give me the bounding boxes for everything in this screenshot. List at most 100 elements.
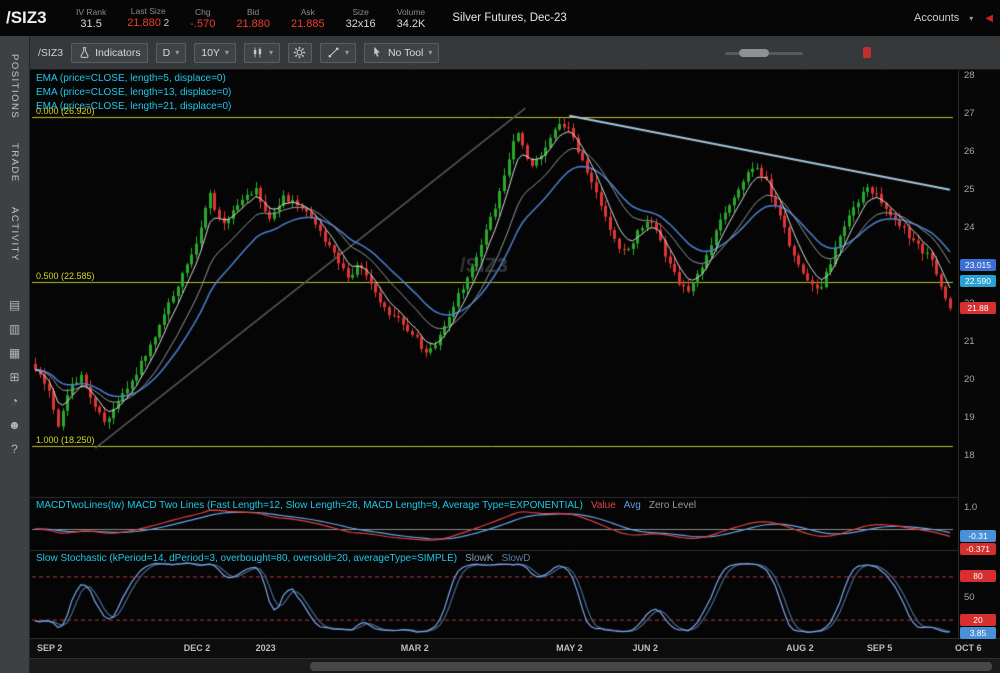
fib-level-label[interactable]: 0.000 (26.920) (36, 105, 95, 116)
quote-field-value: 21.885 (290, 17, 325, 30)
stoch-label[interactable]: Slow Stochastic (kPeriod=14, dPeriod=3, … (36, 553, 530, 564)
apps-grid-icon[interactable]: ⊞ (9, 369, 20, 384)
stoch-bubble: 3.85 (960, 626, 996, 639)
quote-field-chg: Chg -.570 (190, 7, 215, 30)
rail-tab-positions[interactable]: POSITIONS (9, 54, 20, 120)
stoch-tick: 50 (964, 592, 975, 603)
price-tick: 24 (964, 221, 975, 233)
price-tick: 18 (964, 449, 975, 461)
active-tool-dropdown[interactable]: No Tool ▾ (363, 42, 440, 63)
calculator-icon[interactable]: ▦ (8, 345, 21, 360)
horizontal-scrollbar[interactable] (30, 658, 1000, 673)
macd-bubble: -0.31 (960, 529, 996, 542)
active-tool-label: No Tool (387, 46, 424, 59)
last-size-value: 2 (160, 18, 170, 29)
study-label-ema-0[interactable]: EMA (price=CLOSE, length=5, displace=0) (36, 73, 226, 84)
study-label-ema-2[interactable]: EMA (price=CLOSE, length=21, displace=0) (36, 101, 232, 112)
price-tick: 25 (964, 183, 975, 195)
quote-field-value: 21.880 2 (127, 17, 170, 29)
macd-tick: 1.0 (964, 502, 978, 513)
quote-field-iv-rank: IV Rank 31.5 (76, 7, 106, 30)
aggregation-value: D (162, 46, 171, 59)
price-bubble: 22.590 (960, 275, 996, 288)
toolbar-symbol: /SIZ3 (38, 46, 64, 59)
instrument-name: Silver Futures, Dec-23 (452, 12, 567, 24)
macd-bubble: -0.371 (960, 542, 996, 555)
rail-tab-trade[interactable]: TRADE (9, 143, 20, 183)
quote-field-value: 32x16 (345, 17, 376, 30)
notes-icon[interactable]: ▤ (8, 297, 21, 312)
chart-settings-button[interactable] (287, 42, 312, 63)
main-panel: /SIZ3 Indicators D ▾ 10Y ▾ (30, 36, 1000, 673)
drawing-tools-dropdown[interactable]: ▾ (319, 42, 356, 63)
stoch-bubble: 20 (960, 613, 996, 626)
stoch-label-legend-slowd: SlowD (501, 553, 531, 564)
candlestick-icon (253, 47, 262, 58)
range-value: 10Y (201, 46, 220, 59)
time-label-mar-2: MAR 2 (400, 643, 429, 653)
quote-field-volume: Volume 34.2K (397, 7, 426, 30)
time-label-oct-6: OCT 6 (955, 643, 982, 653)
time-label-may-2: MAY 2 (556, 643, 583, 653)
collapse-panel-icon[interactable]: ◀ (985, 12, 993, 24)
quote-field-label: Ask (300, 6, 315, 17)
quote-field-label: Bid (247, 6, 260, 17)
quote-field-size: Size 32x16 (346, 7, 376, 30)
slider-thumb[interactable] (739, 49, 769, 57)
cursor-icon (374, 46, 380, 57)
time-label-dec-2: DEC 2 (183, 643, 211, 653)
price-tick: 28 (964, 69, 975, 81)
accounts-dropdown[interactable]: Accounts ▾ (914, 12, 973, 24)
chevron-down-icon: ▾ (344, 48, 349, 57)
stoch-label-title: Slow Stochastic (kPeriod=14, dPeriod=3, … (36, 553, 458, 564)
stoch-bubble: 80 (960, 570, 996, 583)
quote-field-label: Volume (396, 6, 426, 17)
quote-field-bid: Bid 21.880 (236, 7, 270, 30)
record-indicator-icon (863, 47, 871, 58)
quote-field-label: Size (352, 6, 369, 17)
range-dropdown[interactable]: 10Y ▾ (194, 42, 236, 63)
indicators-label: Indicators (95, 46, 141, 59)
quote-field-value: 34.2K (396, 17, 426, 30)
time-label-jun-2: JUN 2 (632, 643, 659, 653)
indicators-button[interactable]: Indicators (71, 42, 148, 63)
users-icon[interactable]: ☻ (8, 417, 21, 432)
gear-icon (294, 46, 306, 59)
price-tick: 21 (964, 335, 975, 347)
help-icon[interactable]: ? (11, 441, 18, 456)
price-tick: 27 (964, 107, 975, 119)
chevron-down-icon: ▾ (224, 48, 229, 57)
macd-label[interactable]: MACDTwoLines(tw) MACD Two Lines (Fast Le… (36, 500, 696, 511)
quote-field-value: 21.880 (236, 17, 270, 30)
quote-field-ask: Ask 21.885 (291, 7, 325, 30)
chevron-down-icon: ▾ (268, 48, 273, 57)
chevron-down-icon: ▾ (969, 13, 974, 23)
study-label-ema-1[interactable]: EMA (price=CLOSE, length=13, displace=0) (36, 87, 232, 98)
chart-zoom-slider[interactable] (725, 49, 803, 57)
quote-field-label: Last Size (130, 6, 166, 16)
chart-style-dropdown[interactable]: ▾ (243, 42, 280, 63)
price-tick: 19 (964, 411, 975, 423)
quote-field-value: 31.5 (80, 17, 102, 30)
clipboard-icon[interactable]: ▥ (8, 321, 21, 336)
macd-label-legend-avg: Avg (623, 500, 641, 511)
trendline-icon (328, 47, 339, 58)
fib-level-label[interactable]: 1.000 (18.250) (36, 435, 95, 446)
price-chart-canvas[interactable] (30, 70, 958, 638)
price-bubble: 23.015 (960, 259, 996, 272)
chevron-down-icon: ▾ (428, 48, 433, 57)
clock-icon[interactable]: ◔ (10, 393, 19, 408)
chart-toolbar: /SIZ3 Indicators D ▾ 10Y ▾ (30, 36, 1000, 70)
quote-field-label: Chg (194, 6, 211, 17)
rail-tab-activity[interactable]: ACTIVITY (9, 206, 20, 262)
price-bubble: 21.88 (960, 302, 996, 315)
chart-area: 28272625242322212019181.05023.01522.5902… (30, 70, 1000, 658)
header: /SIZ3 IV Rank 31.5 Last Size 21.880 2 Chg -.5… (0, 0, 1000, 36)
fib-level-label[interactable]: 0.500 (22.585) (36, 270, 95, 281)
macd-label-title: MACDTwoLines(tw) MACD Two Lines (Fast Le… (36, 500, 583, 511)
time-label-sep-2: SEP 2 (36, 643, 63, 653)
aggregation-dropdown[interactable]: D ▾ (155, 42, 187, 63)
beaker-icon (80, 47, 89, 58)
quote-field-label: IV Rank (76, 6, 107, 17)
scrollbar-thumb[interactable] (310, 662, 992, 671)
